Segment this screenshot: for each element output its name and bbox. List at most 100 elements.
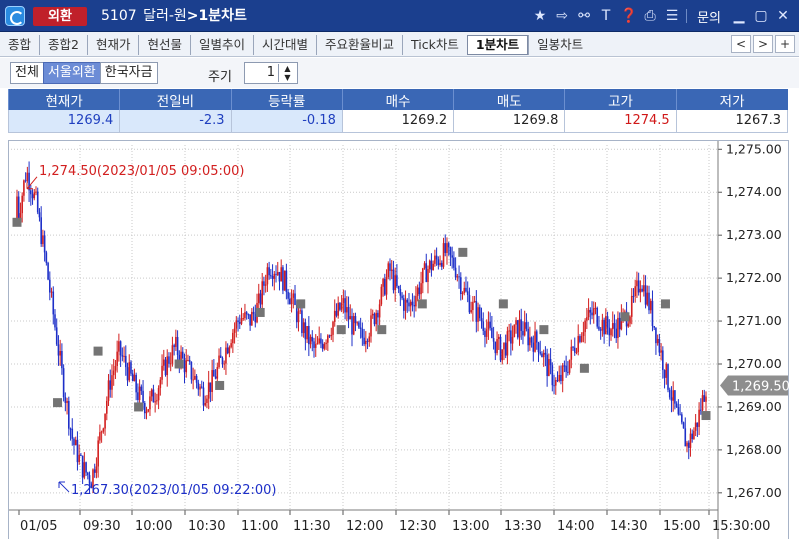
market-option[interactable]: 서울외환 bbox=[42, 62, 101, 84]
tab-prev-button[interactable]: < bbox=[731, 35, 751, 53]
candle-body bbox=[575, 351, 578, 353]
list-icon[interactable]: ☰ bbox=[665, 8, 679, 24]
restore-icon[interactable]: ▢ bbox=[754, 8, 768, 24]
candle-body bbox=[81, 455, 84, 478]
tab-item[interactable]: 일봉차트 bbox=[528, 34, 591, 55]
candle-body bbox=[530, 337, 533, 343]
period-value[interactable]: 1 bbox=[266, 65, 275, 80]
candle-body bbox=[325, 342, 327, 345]
candle-body bbox=[124, 355, 127, 368]
export-icon[interactable]: ⇨ bbox=[556, 8, 568, 24]
market-badge[interactable]: 외환 bbox=[33, 7, 87, 26]
tab-item[interactable]: 일별추이 bbox=[190, 34, 253, 55]
candle-body bbox=[219, 355, 222, 358]
quote-header-cell: 전일비 bbox=[119, 89, 232, 110]
x-tick-label: 13:30 bbox=[504, 519, 541, 534]
candle-body bbox=[534, 331, 536, 352]
candle-body bbox=[273, 273, 276, 279]
candle-body bbox=[238, 322, 241, 324]
candle-body bbox=[188, 360, 191, 362]
marker-square bbox=[377, 325, 387, 335]
candle-body bbox=[33, 192, 36, 199]
print-icon[interactable]: ⎙ bbox=[644, 8, 656, 24]
y-tick-label: 1,272.00 bbox=[726, 270, 782, 285]
tab-next-button[interactable]: > bbox=[753, 35, 773, 53]
tab-add-button[interactable]: + bbox=[775, 35, 795, 53]
tab-item[interactable]: 종합 bbox=[8, 36, 32, 52]
candle-body bbox=[384, 278, 386, 295]
candle-body bbox=[197, 382, 200, 390]
candle-body bbox=[126, 367, 129, 381]
candle-body bbox=[478, 307, 481, 319]
candlestick-chart[interactable]: 1,275.00 1,274.00 1,273.00 1,272.00 1,271.00… bbox=[9, 141, 790, 539]
tab-item[interactable]: 1분차트 bbox=[466, 34, 529, 55]
tab-item[interactable]: 시간대별 bbox=[253, 34, 316, 55]
candle-body bbox=[204, 403, 207, 406]
marker-square bbox=[579, 363, 589, 373]
inquiry-menu[interactable]: 문의 bbox=[697, 10, 721, 26]
marker-square bbox=[296, 299, 306, 309]
tab-item[interactable]: 현선물 bbox=[138, 34, 190, 55]
candle-body bbox=[140, 386, 143, 391]
candle-body bbox=[489, 321, 491, 328]
market-option[interactable]: 전체 bbox=[10, 62, 44, 84]
candle-body bbox=[394, 275, 396, 291]
candle-body bbox=[565, 365, 567, 372]
y-tick-label: 1,269.00 bbox=[726, 399, 782, 414]
info-icon[interactable]: ❓ bbox=[620, 8, 638, 24]
app-logo-icon bbox=[5, 6, 25, 26]
chart-panel[interactable]: 1,275.00 1,274.00 1,273.00 1,272.00 1,271.00… bbox=[8, 140, 790, 539]
tab-item[interactable]: 현재가 bbox=[86, 34, 139, 55]
candle-body bbox=[605, 316, 607, 335]
candle-body bbox=[532, 342, 535, 352]
candle-body bbox=[137, 392, 139, 400]
candle-body bbox=[206, 398, 208, 404]
tab-item[interactable]: 종합2 bbox=[39, 34, 87, 55]
candle-body bbox=[145, 411, 148, 414]
minimize-icon[interactable]: ▁ bbox=[733, 8, 745, 24]
candle-body bbox=[535, 331, 538, 343]
candle-body bbox=[563, 365, 566, 367]
candle-body bbox=[551, 365, 554, 386]
market-option[interactable]: 한국자금 bbox=[99, 62, 158, 84]
candle-body bbox=[522, 330, 524, 336]
quote-header-cell: 매수 bbox=[341, 89, 454, 110]
candle-body bbox=[73, 438, 75, 446]
candle-body bbox=[665, 364, 668, 378]
candle-body bbox=[663, 370, 666, 378]
candle-body bbox=[672, 390, 674, 401]
candle-body bbox=[624, 311, 626, 313]
candle-body bbox=[97, 440, 99, 467]
candle-body bbox=[513, 324, 516, 338]
candle-body bbox=[278, 272, 281, 282]
candle-body bbox=[610, 329, 612, 336]
candle-body bbox=[175, 336, 177, 347]
candle-body bbox=[611, 323, 614, 330]
tab-item[interactable]: Tick차트 bbox=[402, 34, 467, 55]
candle-body bbox=[546, 354, 548, 377]
candle-body bbox=[304, 322, 307, 340]
x-tick-label: 12:00 bbox=[346, 519, 383, 534]
candle-body bbox=[548, 359, 550, 377]
text-icon[interactable]: T bbox=[601, 8, 611, 24]
candle-body bbox=[465, 287, 467, 292]
candle-body bbox=[670, 397, 673, 401]
star-icon[interactable]: ★ bbox=[533, 8, 547, 24]
candle-body bbox=[397, 286, 400, 289]
candle-body bbox=[214, 376, 217, 379]
candle-body bbox=[356, 322, 358, 324]
candle-body bbox=[78, 454, 80, 463]
candle-body bbox=[92, 469, 94, 489]
low-annotation: 1,267.30(2023/01/05 09:22:00) bbox=[71, 483, 276, 498]
link-icon[interactable]: ⚯ bbox=[578, 8, 590, 24]
candle-body bbox=[516, 320, 519, 338]
candle-body bbox=[686, 442, 688, 447]
candle-body bbox=[375, 312, 377, 325]
close-icon[interactable]: ✕ bbox=[777, 8, 789, 24]
period-stepper[interactable]: 1 ▲ ▼ bbox=[244, 62, 298, 84]
spin-icon[interactable]: ▲ ▼ bbox=[278, 64, 296, 82]
candle-body bbox=[491, 327, 493, 339]
candle-body bbox=[118, 341, 120, 352]
quote-header-row: 현재가 전일비 등락률 매수 매도 고가 저가 bbox=[7, 89, 788, 110]
tab-item[interactable]: 주요환율비교 bbox=[316, 34, 402, 55]
